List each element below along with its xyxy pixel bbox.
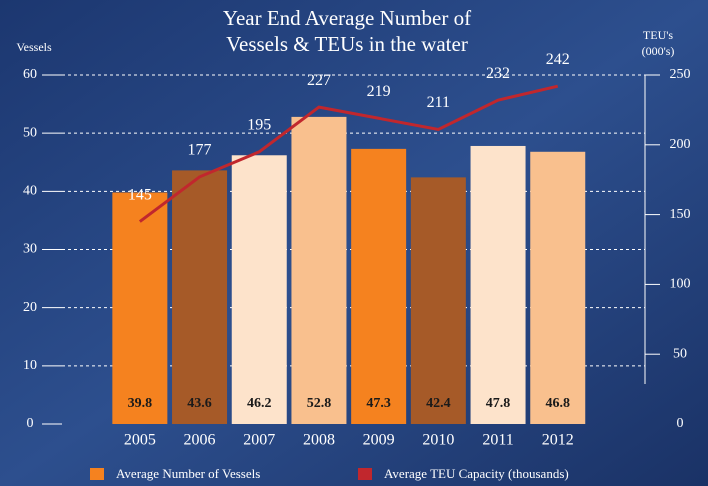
y-tick-label: 0 [27, 416, 34, 431]
bar-value-label: 52.8 [307, 396, 332, 411]
bar-value-label: 43.6 [187, 396, 212, 411]
chart-title: Year End Average Number of [223, 6, 471, 30]
y2-axis-label: (000's) [642, 44, 675, 58]
bar-value-label: 42.4 [426, 396, 451, 411]
bar [291, 116, 347, 424]
y2-tick-label: 250 [670, 67, 691, 82]
bar [530, 151, 586, 424]
bar-value-label: 47.8 [486, 396, 511, 411]
y-tick-label: 60 [23, 67, 37, 82]
legend-swatch [358, 468, 372, 480]
bar-value-label: 39.8 [128, 396, 153, 411]
legend-label: Average Number of Vessels [116, 466, 260, 481]
y2-tick-label: 200 [670, 137, 691, 152]
x-tick-label: 2007 [243, 432, 275, 449]
y-tick-label: 30 [23, 242, 37, 257]
bar-value-label: 46.8 [546, 396, 571, 411]
y2-axis-label: TEU's [643, 28, 673, 42]
y-tick-label: 10 [23, 358, 37, 373]
x-tick-label: 2012 [542, 432, 574, 449]
x-tick-label: 2010 [422, 432, 454, 449]
y-tick-label: 40 [23, 184, 37, 199]
y2-tick-label: 150 [670, 207, 691, 222]
bar [410, 177, 466, 424]
x-tick-label: 2009 [363, 432, 395, 449]
bar-value-label: 46.2 [247, 396, 272, 411]
line-value-label: 177 [188, 142, 212, 159]
y-axis-label: Vessels [16, 40, 52, 54]
bar [172, 170, 228, 424]
x-tick-label: 2006 [184, 432, 216, 449]
bar [112, 192, 168, 424]
legend-label: Average TEU Capacity (thousands) [384, 466, 569, 481]
x-tick-label: 2008 [303, 432, 335, 449]
line-value-label: 219 [367, 83, 391, 100]
line-value-label: 242 [546, 51, 570, 68]
y-tick-label: 20 [23, 300, 37, 315]
line-value-label: 211 [427, 94, 450, 111]
x-tick-label: 2011 [482, 432, 513, 449]
line-value-label: 195 [247, 116, 271, 133]
x-tick-label: 2005 [124, 432, 156, 449]
bar [470, 145, 526, 425]
line-value-label: 145 [128, 186, 152, 203]
bar-value-label: 47.3 [366, 396, 391, 411]
y2-tick-label: 0 [677, 416, 684, 431]
y2-tick-label: 100 [670, 277, 691, 292]
line [138, 84, 559, 223]
bar [351, 148, 407, 424]
bar [231, 155, 287, 424]
line-value-label: 227 [307, 72, 331, 89]
y2-tick-label: 50 [673, 346, 687, 361]
line-value-label: 232 [486, 65, 510, 82]
legend-swatch [90, 468, 104, 480]
y-tick-label: 50 [23, 125, 37, 140]
chart-title: Vessels & TEUs in the water [226, 32, 468, 56]
